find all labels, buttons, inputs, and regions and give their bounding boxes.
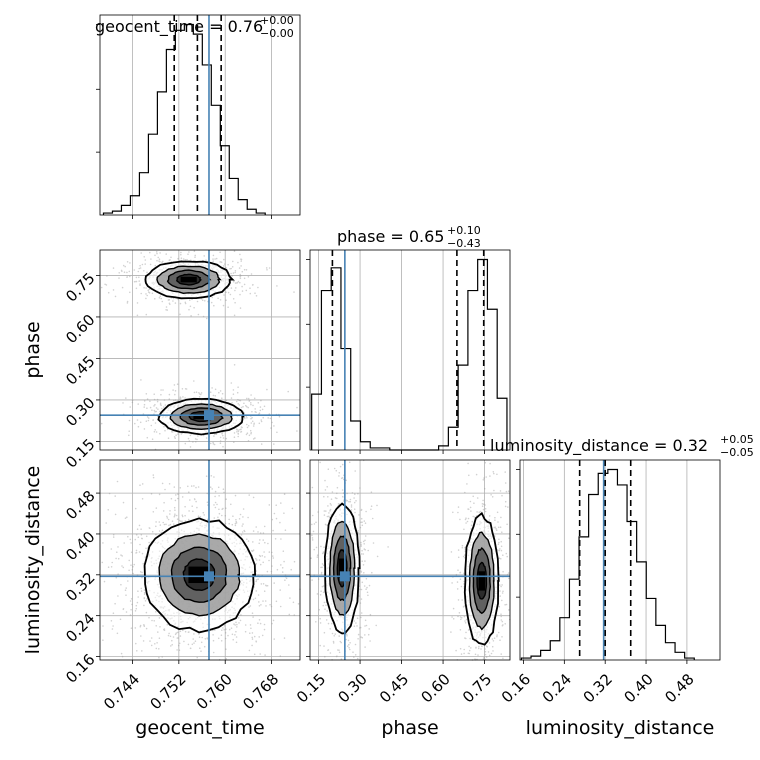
xlabel-luminosity-distance: luminosity_distance — [526, 717, 715, 739]
x-tick-label: 0.60 — [417, 670, 453, 706]
panel-distance-vs-phase: 0.15 0.30 0.45 0.60 0.75 — [293, 459, 511, 706]
axes-frame — [309, 459, 511, 661]
histogram-step — [520, 468, 695, 660]
panel-phase-vs-geocent-time: 0.15 0.30 0.45 0.60 0.75 — [62, 249, 301, 472]
x-tick-label: 0.768 — [239, 670, 282, 713]
xlabel-geocent-time: geocent_time — [135, 717, 264, 739]
x-tick-label: 0.744 — [100, 670, 143, 713]
y-tick-label: 0.60 — [62, 311, 98, 347]
x-tick-label: 0.30 — [335, 670, 371, 706]
axes-frame — [519, 459, 721, 661]
histogram-step — [102, 23, 266, 215]
y-tick-label: 0.40 — [62, 528, 98, 564]
ylabel-luminosity-distance: luminosity_distance — [22, 466, 44, 655]
title-geocent-time-plus: +0.00 — [260, 14, 294, 27]
title-phase: phase = 0.65 — [337, 227, 444, 246]
x-tick-label: 0.75 — [459, 670, 495, 706]
y-tick-label: 0.24 — [62, 609, 98, 645]
panel-distance-vs-geocent-time: 0.744 0.752 0.760 0.768 0.16 0.24 0.32 0.40 0.48 — [62, 459, 301, 713]
title-phase-plus: +0.10 — [447, 224, 481, 237]
density-peak — [478, 571, 486, 591]
truth-marker — [203, 410, 214, 421]
x-tick-label: 0.16 — [498, 670, 534, 706]
y-tick-label: 0.45 — [62, 352, 98, 388]
y-tick-label: 0.32 — [62, 569, 98, 605]
x-tick-label: 0.45 — [376, 670, 412, 706]
x-tick-label: 0.40 — [620, 670, 656, 706]
ylabel-phase: phase — [22, 321, 44, 378]
x-tick-label: 0.760 — [193, 670, 236, 713]
title-luminosity-distance-minus: −0.05 — [720, 446, 754, 459]
axes-frame — [99, 14, 301, 216]
title-phase-minus: −0.43 — [447, 237, 481, 250]
density-peak — [180, 276, 197, 283]
title-luminosity-distance-plus: +0.05 — [720, 433, 754, 446]
truth-marker — [203, 571, 214, 582]
axes-frame — [99, 249, 301, 451]
histogram-step — [311, 258, 508, 451]
axes-frame — [99, 459, 301, 661]
panel-geocent-time-hist — [96, 14, 301, 219]
truth-marker — [339, 571, 350, 582]
y-tick-label: 0.48 — [62, 487, 98, 523]
density-peak — [338, 558, 346, 578]
y-tick-label: 0.30 — [62, 394, 98, 430]
x-tick-label: 0.32 — [580, 670, 616, 706]
title-luminosity-distance: luminosity_distance = 0.32 — [490, 436, 708, 456]
x-tick-label: 0.15 — [293, 670, 329, 706]
xlabel-phase: phase — [381, 717, 438, 739]
title-geocent-time: geocent_time = 0.76 — [95, 17, 263, 37]
y-tick-label: 0.75 — [62, 269, 98, 305]
axes-frame — [309, 249, 511, 451]
x-tick-label: 0.48 — [661, 670, 697, 706]
panel-luminosity-distance-hist: 0.16 0.24 0.32 0.40 0.48 — [498, 459, 721, 706]
x-tick-label: 0.752 — [147, 670, 190, 713]
y-tick-label: 0.16 — [62, 650, 98, 686]
title-geocent-time-minus: −0.00 — [260, 27, 294, 40]
panel-phase-hist — [306, 249, 511, 454]
y-tick-label: 0.15 — [62, 435, 98, 471]
density-peak — [193, 413, 210, 420]
x-tick-label: 0.24 — [539, 670, 575, 706]
